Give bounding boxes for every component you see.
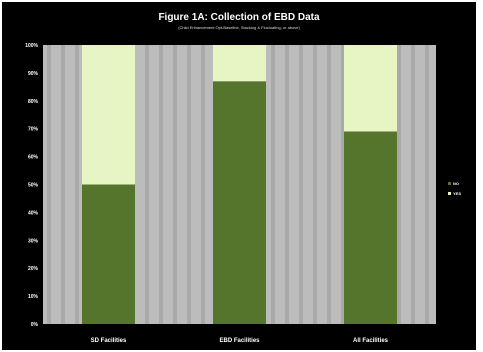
bar-no-sd-facilities [82, 184, 135, 324]
y-tick-label: 100% [25, 43, 38, 49]
plot-stripe [411, 45, 415, 324]
legend: NO YES [448, 181, 461, 196]
bar-yes-ebd-facilities [213, 45, 266, 82]
x-category-label: EBD Facilities [219, 338, 260, 344]
plot-stripe [341, 45, 345, 324]
plot-stripe [271, 45, 275, 324]
bar-yes-all-facilities [344, 45, 397, 132]
plot-stripe [313, 45, 317, 324]
y-tick-label: 0% [31, 322, 39, 328]
chart-subtitle: (Child Enhancement Opt-Baseline, Stackin… [178, 25, 300, 30]
y-tick-label: 40% [28, 210, 39, 216]
legend-label-no: NO [453, 181, 459, 186]
y-tick-label: 80% [28, 99, 39, 105]
plot-stripe [47, 45, 51, 324]
y-tick-label: 10% [28, 294, 39, 300]
y-tick-label: 60% [28, 155, 39, 161]
y-tick-label: 50% [28, 183, 39, 189]
plot-stripe [425, 45, 429, 324]
x-category-label: All Facilities [353, 338, 389, 344]
plot-stripe [397, 45, 401, 324]
legend-label-yes: YES [453, 191, 461, 196]
bar-no-all-facilities [344, 131, 397, 324]
plot-stripe [327, 45, 331, 324]
y-tick-label: 70% [28, 127, 39, 133]
bar-no-ebd-facilities [213, 81, 266, 325]
plot-stripe [61, 45, 65, 324]
y-axis-ticks: 0% 10% 20% 30% 40% 50% 60% 70% 80% 90% 100% [25, 43, 38, 328]
plot-stripe [201, 45, 205, 324]
chart-title: Figure 1A: Collection of EBD Data [158, 12, 320, 23]
plot-stripe [159, 45, 163, 324]
bars-group [82, 45, 397, 325]
x-axis-labels: SD Facilities EBD Facilities All Facilitie… [91, 338, 389, 344]
x-category-label: SD Facilities [91, 338, 127, 344]
y-tick-label: 30% [28, 238, 39, 244]
plot-stripe [187, 45, 191, 324]
plot-stripe [145, 45, 149, 324]
legend-swatch-yes [448, 192, 451, 195]
bar-yes-sd-facilities [82, 45, 135, 185]
plot-stripe [299, 45, 303, 324]
plot-stripe [173, 45, 177, 324]
y-tick-label: 90% [28, 71, 39, 77]
plot-stripe [75, 45, 79, 324]
plot-stripe [285, 45, 289, 324]
legend-swatch-no [448, 182, 451, 185]
y-tick-label: 20% [28, 266, 39, 272]
